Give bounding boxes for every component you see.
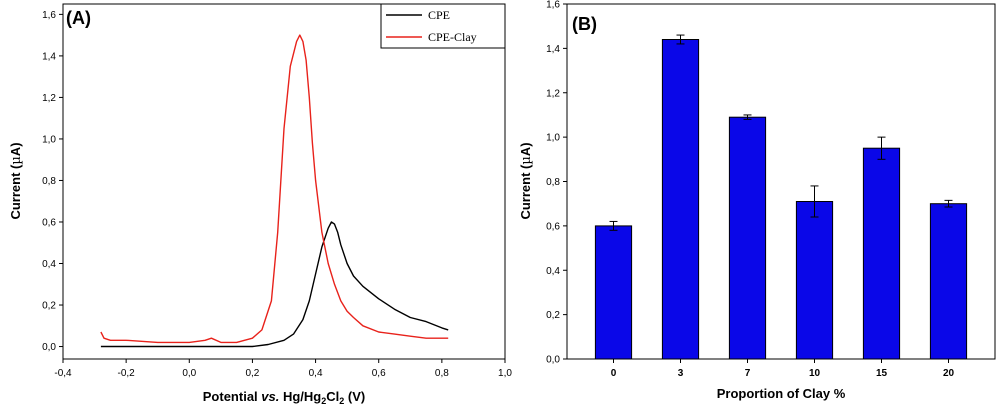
y-tick-label: 0,2 xyxy=(42,301,56,312)
x-tick-label: 0 xyxy=(611,368,617,379)
panel-b-bars-group xyxy=(594,34,968,360)
series-line-cpe-clay xyxy=(100,34,449,344)
y-tick-label: 0,4 xyxy=(546,266,560,277)
x-tick-label: 0,4 xyxy=(309,368,323,379)
y-tick-label: 1,4 xyxy=(546,44,560,55)
panel-a-plot-frame xyxy=(62,3,506,360)
bar-7 xyxy=(728,116,767,360)
x-tick-label: 0,2 xyxy=(245,368,259,379)
x-tick-label: 20 xyxy=(943,368,955,379)
x-tick-label: 1,0 xyxy=(498,368,512,379)
y-tick-label: 0,0 xyxy=(42,342,56,353)
bar-0 xyxy=(594,225,633,360)
y-tick-label: 1,4 xyxy=(42,51,56,62)
panel-a-legend-box xyxy=(380,3,506,49)
x-tick-label: -0,2 xyxy=(118,368,136,379)
panel-b-y-axis-title: Current (µA) xyxy=(518,142,534,219)
x-tick-label: 10 xyxy=(809,368,821,379)
panel-a-line-chart: (A) -0,4 -0,2 0,0 0,2 0,4 0,6 0,8 1,0 0,0 0,2 0,4… xyxy=(8,3,512,406)
panel-b-label: (B) xyxy=(572,14,597,34)
panel-a-y-ticks: 0,0 0,2 0,4 0,6 0,8 1,0 1,2 1,4 1,6 xyxy=(42,10,63,353)
y-tick-label: 1,6 xyxy=(546,0,560,11)
y-tick-label: 0,0 xyxy=(546,355,560,366)
y-tick-label: 0,8 xyxy=(42,176,56,187)
panel-b-x-axis-title: Proportion of Clay % xyxy=(717,386,846,401)
panel-a-x-ticks: -0,4 -0,2 0,0 0,2 0,4 0,6 0,8 1,0 xyxy=(54,359,512,379)
legend-label-cpe: CPE xyxy=(428,8,450,22)
y-tick-label: 0,6 xyxy=(42,217,56,228)
x-tick-label: 15 xyxy=(876,368,888,379)
y-tick-label: 1,0 xyxy=(546,133,560,144)
panel-a-x-axis-title: Potential vs. Hg/Hg2Cl2 (V) xyxy=(203,389,365,406)
y-tick-label: 1,2 xyxy=(546,88,560,99)
series-line-cpe xyxy=(100,221,449,348)
y-tick-label: 0,2 xyxy=(546,310,560,321)
panel-a-legend: CPE CPE-Clay xyxy=(380,3,506,49)
x-tick-label: 7 xyxy=(745,368,751,379)
panel-b-y-ticks: 0,0 0,2 0,4 0,6 0,8 1,0 1,2 1,4 1,6 xyxy=(546,0,567,366)
panel-a-label: (A) xyxy=(66,8,91,28)
y-tick-label: 1,6 xyxy=(42,10,56,21)
bar-15 xyxy=(862,147,901,360)
bar-3 xyxy=(661,39,700,360)
x-tick-label: -0,4 xyxy=(54,368,72,379)
y-tick-label: 0,8 xyxy=(546,177,560,188)
y-tick-label: 0,6 xyxy=(546,221,560,232)
panel-b-x-ticks: 0 3 7 10 15 20 xyxy=(611,359,955,379)
x-tick-label: 0,6 xyxy=(372,368,386,379)
legend-label-cpe-clay: CPE-Clay xyxy=(428,30,477,44)
y-tick-label: 1,2 xyxy=(42,93,56,104)
x-tick-label: 0,0 xyxy=(182,368,196,379)
x-tick-label: 3 xyxy=(678,368,684,379)
panel-b-bar-chart: (B) 0 3 7 10 15 20 0,0 0,2 0,4 0,6 0,8 1,0 1,2 1,4 1,… xyxy=(518,0,996,401)
panel-a-series-group xyxy=(100,34,449,348)
x-tick-label: 0,8 xyxy=(435,368,449,379)
y-tick-label: 1,0 xyxy=(42,134,56,145)
y-tick-label: 0,4 xyxy=(42,259,56,270)
bar-10 xyxy=(795,201,834,360)
panel-a-y-axis-title: Current (µA) xyxy=(8,142,24,219)
bar-20 xyxy=(929,203,968,360)
